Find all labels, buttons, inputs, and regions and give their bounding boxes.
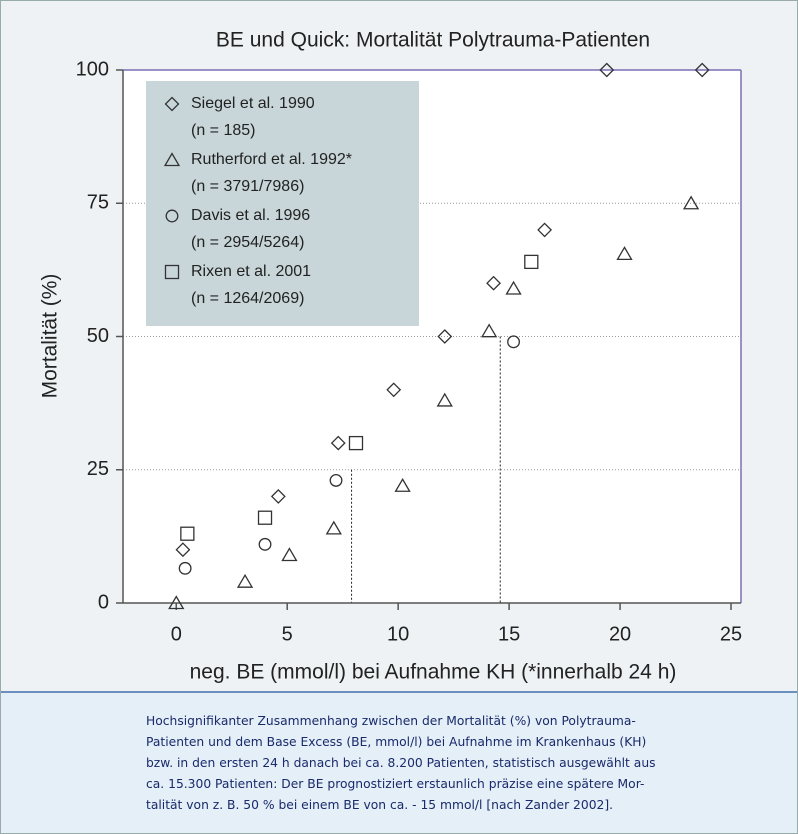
- diamond-marker: [270, 488, 286, 504]
- square-marker: [524, 254, 539, 270]
- triangle-marker: [394, 477, 411, 492]
- y-axis-label: Mortalität (%): [39, 274, 62, 399]
- square-marker: [348, 435, 364, 451]
- legend-symbol: [165, 209, 179, 223]
- triangle-marker: [682, 195, 700, 210]
- triangle-marker: [505, 280, 522, 295]
- square-marker: [257, 510, 273, 525]
- legend-label: Siegel et al. 1990: [191, 95, 315, 112]
- triangle-marker: [325, 520, 342, 535]
- caption: Hochsignifikanter Zusammenhang zwischen …: [1, 691, 797, 833]
- x-tick-label: 20: [609, 623, 631, 645]
- diamond-marker: [437, 329, 453, 344]
- y-tick-label: 0: [98, 591, 109, 613]
- x-tick-label: 25: [720, 623, 742, 645]
- y-tick-label: 75: [87, 192, 109, 214]
- triangle-marker: [281, 547, 298, 562]
- legend-label: Rutherford et al. 1992*: [191, 151, 352, 168]
- y-tick-label: 25: [87, 458, 109, 480]
- legend-sample: (n = 3791/7986): [191, 178, 304, 195]
- circle-marker: [507, 335, 520, 349]
- caption-line: talität von z. B. 50 % bei einem BE von …: [146, 798, 614, 812]
- square-marker: [180, 526, 195, 541]
- legend-sample: (n = 185): [191, 122, 255, 139]
- chart: BE und Quick: Mortalität Polytrauma-Pati…: [39, 29, 743, 684]
- diamond-marker: [486, 275, 501, 291]
- y-tick-label: 100: [76, 58, 109, 80]
- y-tick-label: 50: [87, 325, 109, 347]
- caption-line: ca. 15.300 Patienten: Der BE prognostizi…: [146, 777, 645, 791]
- triangle-marker: [436, 392, 453, 407]
- diamond-marker: [599, 62, 615, 78]
- x-tick-label: 5: [282, 623, 293, 645]
- triangle-marker: [168, 595, 185, 610]
- circle-marker: [178, 561, 192, 575]
- legend-symbol: [164, 96, 180, 112]
- diamond-marker: [330, 435, 346, 451]
- diamond-marker: [694, 62, 710, 78]
- diamond-marker: [175, 542, 191, 558]
- legend-label: Rixen et al. 2001: [191, 263, 311, 280]
- caption-line: Patienten und dem Base Excess (BE, mmol/…: [146, 735, 647, 749]
- caption-line: Hochsignifikanter Zusammenhang zwischen …: [146, 714, 636, 728]
- diamond-marker: [386, 382, 402, 398]
- legend-symbol: [163, 152, 181, 167]
- x-tick-label: 15: [498, 623, 520, 645]
- x-axis-label: neg. BE (mmol/l) bei Aufnahme KH (*inner…: [190, 661, 677, 684]
- legend: [146, 81, 419, 326]
- triangle-marker: [236, 573, 254, 588]
- legend-label: Davis et al. 1996: [191, 207, 310, 224]
- caption-line: bzw. in den ersten 24 h danach bei ca. 8…: [146, 756, 656, 770]
- triangle-marker: [616, 246, 633, 261]
- x-tick-label: 0: [171, 623, 182, 645]
- x-tick-label: 10: [387, 623, 409, 645]
- legend-sample: (n = 2954/5264): [191, 234, 304, 251]
- legend-sample: (n = 1264/2069): [191, 290, 304, 307]
- circle-marker: [329, 473, 343, 487]
- circle-marker: [258, 537, 272, 551]
- chart-title: BE und Quick: Mortalität Polytrauma-Pati…: [216, 29, 650, 52]
- diamond-marker: [537, 222, 553, 238]
- triangle-marker: [481, 323, 498, 338]
- legend-symbol: [164, 264, 180, 280]
